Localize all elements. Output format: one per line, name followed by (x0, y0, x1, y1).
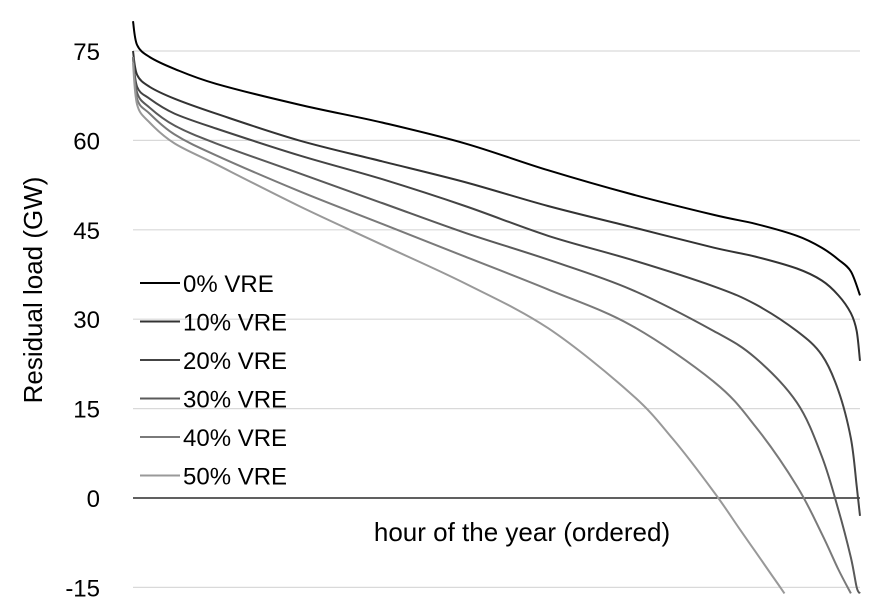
y-tick-label: 75 (73, 39, 100, 66)
series-line (132, 62, 786, 594)
y-tick-label: 15 (73, 397, 100, 424)
legend-label: 10% VRE (183, 310, 287, 337)
y-tick-label: 30 (73, 307, 100, 334)
series-line (132, 56, 861, 517)
legend-label: 0% VRE (183, 271, 274, 298)
series-line (132, 56, 852, 594)
legend-label: 20% VRE (183, 348, 287, 375)
y-tick-label: -15 (65, 575, 100, 602)
legend-label: 40% VRE (183, 425, 287, 452)
y-tick-label: 60 (73, 128, 100, 155)
legend-label: 50% VRE (183, 464, 287, 491)
y-tick-label: 45 (73, 218, 100, 245)
legend: 0% VRE 10% VRE 20% VRE 30% VRE 40% VRE 50% VR… (140, 271, 287, 491)
y-axis-title: Residual load (GW) (18, 177, 48, 404)
y-tick-labels: 75 60 45 30 15 0 -15 (65, 39, 100, 602)
x-axis-title: hour of the year (ordered) (374, 517, 670, 547)
series-lines (132, 21, 861, 595)
series-line (132, 56, 861, 595)
series-line (132, 21, 861, 296)
legend-label: 30% VRE (183, 387, 287, 414)
series-line (132, 50, 861, 362)
y-tick-label: 0 (87, 486, 100, 513)
